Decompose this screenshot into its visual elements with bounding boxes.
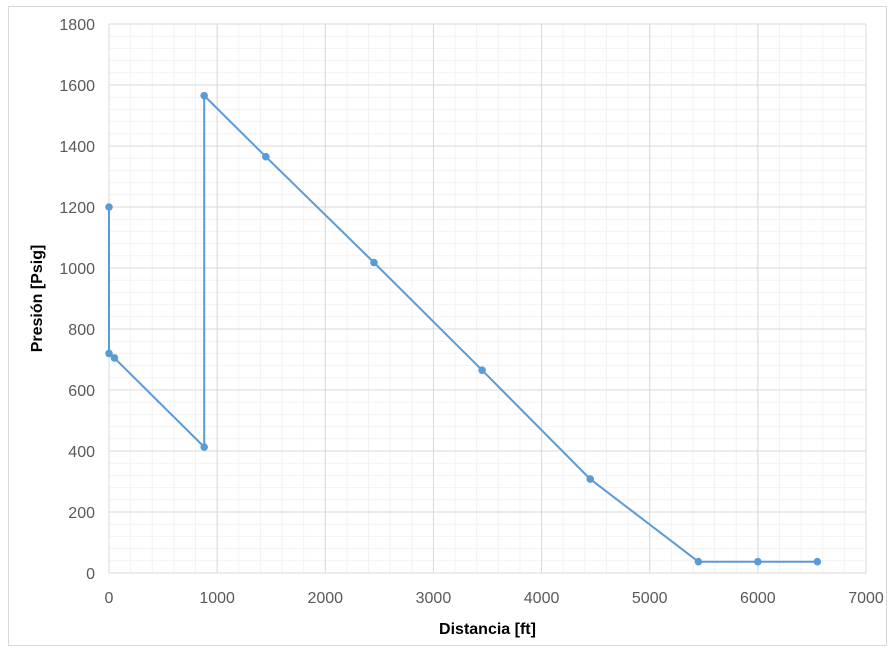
x-tick-label: 5000 xyxy=(632,590,668,607)
data-point xyxy=(813,557,822,566)
x-tick-label: 6000 xyxy=(740,590,776,607)
data-point xyxy=(200,91,208,100)
x-tick-label: 1000 xyxy=(199,590,235,607)
x-tick-label: 4000 xyxy=(524,590,560,607)
data-point xyxy=(370,258,378,267)
data-point xyxy=(754,557,762,566)
y-tick-label: 1600 xyxy=(59,78,95,95)
tick-labels: 0 1000 2000 3000 4000 5000 6000 7000 0 200 400 600 8… xyxy=(59,17,883,607)
x-tick-label: 0 xyxy=(105,590,114,607)
data-series xyxy=(105,91,822,566)
y-axis-title: Presión [Psig] xyxy=(29,245,46,353)
data-point xyxy=(694,557,703,566)
y-tick-label: 1200 xyxy=(59,200,95,217)
grid-lines xyxy=(108,23,867,574)
y-tick-label: 800 xyxy=(68,322,95,339)
y-tick-label: 600 xyxy=(68,383,95,400)
x-axis-title: Distancia [ft] xyxy=(439,621,536,638)
y-tick-label: 400 xyxy=(68,444,95,461)
data-point xyxy=(110,354,119,362)
y-tick-label: 0 xyxy=(86,566,95,583)
x-tick-label: 7000 xyxy=(848,590,884,607)
y-tick-label: 1800 xyxy=(59,17,95,34)
x-tick-label: 2000 xyxy=(307,590,343,607)
data-point xyxy=(586,475,595,483)
x-tick-label: 3000 xyxy=(416,590,452,607)
y-tick-label: 1400 xyxy=(59,139,95,156)
chart-frame xyxy=(8,6,887,646)
y-tick-label: 1000 xyxy=(59,261,95,278)
data-point xyxy=(262,152,270,161)
data-point xyxy=(200,443,208,451)
data-point xyxy=(478,366,486,374)
data-point xyxy=(105,203,113,211)
y-tick-label: 200 xyxy=(68,505,95,522)
data-point xyxy=(105,349,113,358)
